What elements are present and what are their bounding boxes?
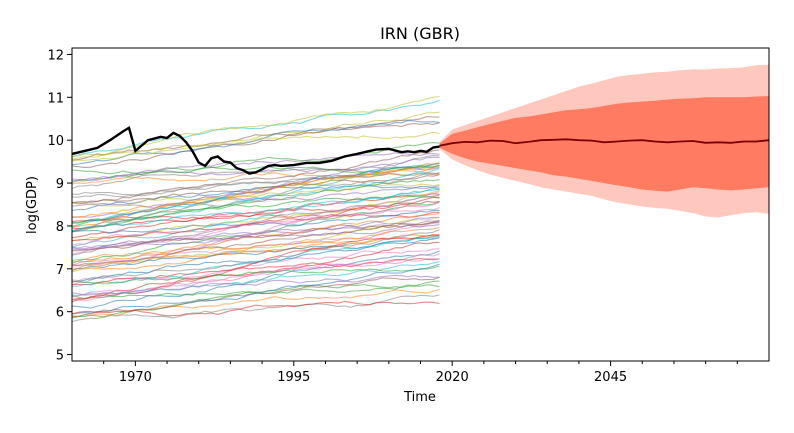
y-tick-label: 6 bbox=[56, 306, 64, 321]
background-series-line bbox=[71, 196, 440, 223]
y-tick-label: 12 bbox=[47, 48, 64, 63]
background-series-line bbox=[72, 162, 440, 218]
background-series-line bbox=[71, 283, 440, 300]
background-series-line bbox=[71, 131, 440, 162]
forecast-inner-band bbox=[439, 96, 769, 192]
background-series-line bbox=[71, 207, 440, 246]
background-series-line bbox=[71, 294, 440, 323]
y-axis: 5 6 7 8 9 10 11 12 bbox=[47, 48, 72, 364]
background-series-line bbox=[71, 220, 440, 266]
background-series-line bbox=[71, 300, 440, 317]
background-series-line bbox=[71, 168, 440, 228]
background-series-line bbox=[71, 187, 440, 232]
background-series-line bbox=[71, 263, 440, 315]
x-tick-label: 2020 bbox=[436, 370, 469, 385]
chart-title: IRN (GBR) bbox=[380, 24, 460, 43]
x-axis: 1970 1995 2020 2045 bbox=[103, 361, 738, 385]
background-series-line bbox=[71, 165, 440, 176]
background-series-line bbox=[71, 229, 440, 286]
y-tick-label: 7 bbox=[56, 263, 64, 278]
background-series-line bbox=[71, 120, 440, 166]
y-tick-label: 10 bbox=[47, 134, 64, 149]
background-series-line bbox=[71, 152, 440, 182]
background-series-line bbox=[71, 172, 440, 196]
background-series-line bbox=[71, 265, 440, 284]
background-series-line bbox=[71, 261, 440, 296]
y-tick-label: 11 bbox=[47, 91, 64, 106]
plot-area bbox=[71, 64, 770, 323]
background-series-line bbox=[71, 226, 440, 263]
background-series-line bbox=[71, 193, 440, 239]
y-tick-label: 5 bbox=[56, 349, 64, 364]
background-series-line bbox=[71, 179, 440, 224]
x-tick-label: 1970 bbox=[119, 370, 152, 385]
background-series-line bbox=[71, 142, 440, 183]
background-series-line bbox=[71, 219, 440, 249]
background-series-line bbox=[71, 183, 440, 207]
background-series-line bbox=[71, 237, 440, 271]
highlight-series-line bbox=[71, 125, 440, 175]
y-tick-label: 9 bbox=[56, 177, 64, 192]
background-series-line bbox=[71, 274, 440, 296]
background-series-line bbox=[71, 149, 440, 204]
x-axis-label: Time bbox=[403, 390, 436, 405]
background-series-line bbox=[71, 212, 440, 262]
background-series-line bbox=[71, 250, 440, 309]
background-series-line bbox=[71, 201, 440, 255]
x-tick-label: 2045 bbox=[594, 370, 627, 385]
background-series-line bbox=[72, 276, 440, 318]
background-series-line bbox=[71, 185, 440, 208]
background-series-line bbox=[71, 174, 440, 204]
background-series-line bbox=[71, 122, 440, 161]
background-series-line bbox=[71, 194, 440, 233]
background-series-line bbox=[71, 200, 440, 242]
background-series-line bbox=[71, 234, 440, 267]
background-series-line bbox=[71, 111, 440, 160]
background-series-line bbox=[71, 95, 440, 158]
y-tick-label: 8 bbox=[56, 220, 64, 235]
x-tick-label: 1995 bbox=[277, 370, 310, 385]
background-series-line bbox=[71, 258, 440, 298]
y-axis-label: log(GDP) bbox=[25, 176, 40, 234]
plot-frame bbox=[71, 47, 770, 362]
forecast-median-line bbox=[439, 138, 770, 147]
